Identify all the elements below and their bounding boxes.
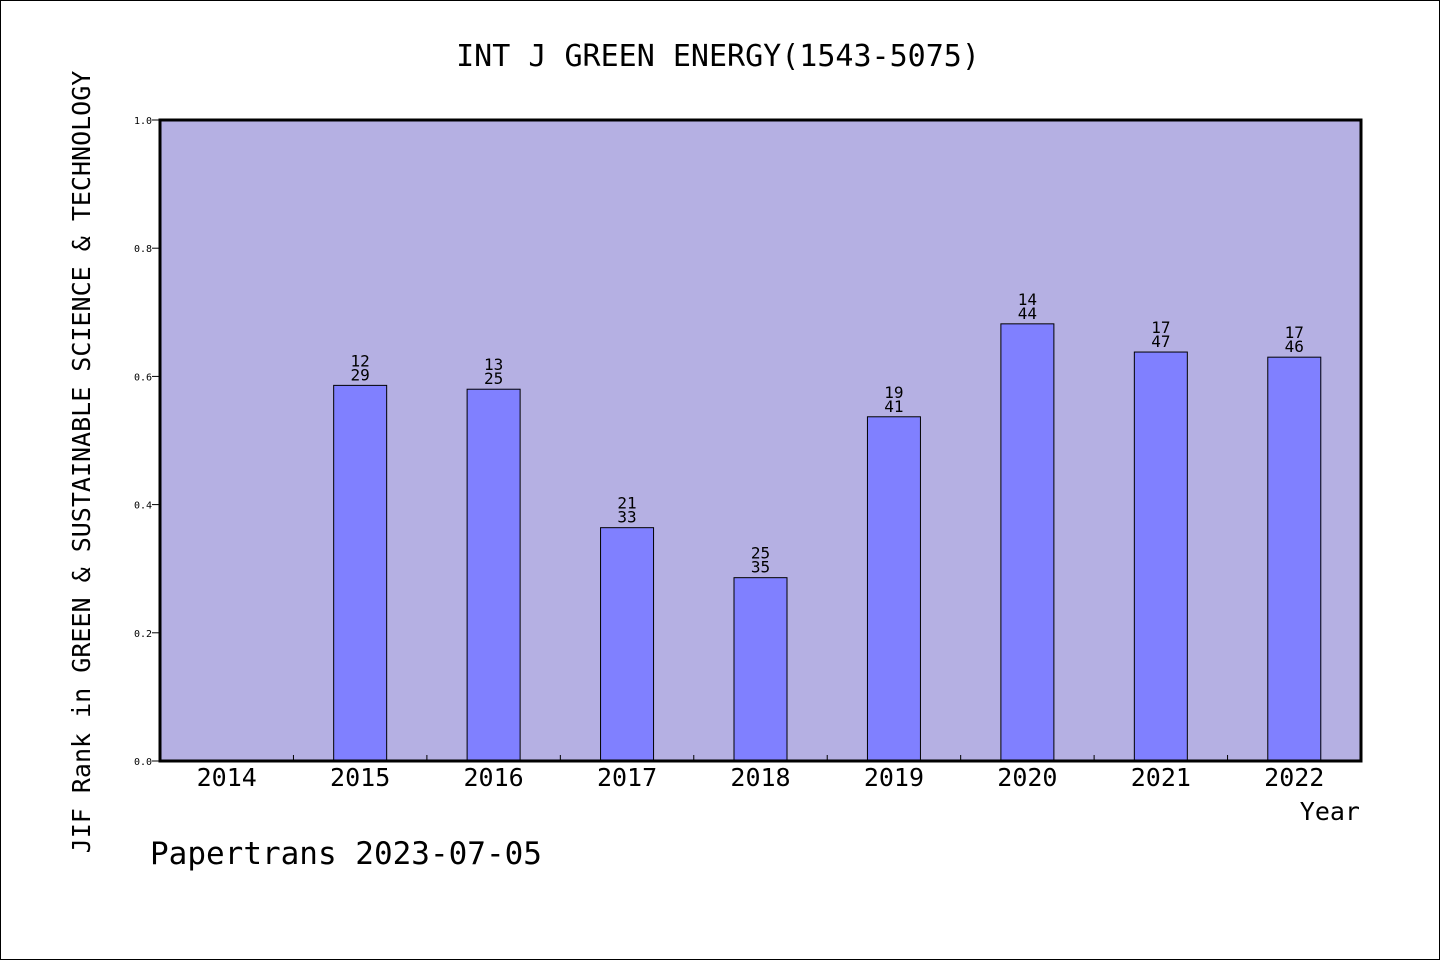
bar-rank-label: 13 xyxy=(484,355,503,374)
y-tick-label: 0.8 xyxy=(134,244,152,255)
bar-total-label: 41 xyxy=(884,397,903,416)
bar-2021 xyxy=(1133,351,1188,762)
bar-total-label: 25 xyxy=(484,369,503,388)
bar-total-label: 44 xyxy=(1018,304,1037,323)
bar-rank-label: 12 xyxy=(351,351,370,370)
bar-2022 xyxy=(1267,356,1322,762)
y-tick-label: 0.0 xyxy=(134,757,152,768)
bar-total-label: 47 xyxy=(1151,332,1170,351)
y-axis-label: JIF Rank in GREEN & SUSTAINABLE SCIENCE … xyxy=(67,71,96,854)
x-tick-label: 2014 xyxy=(197,763,257,792)
bar-2015 xyxy=(333,384,388,762)
x-tick-label: 2022 xyxy=(1264,763,1324,792)
x-tick-label: 2020 xyxy=(997,763,1057,792)
bar-2017 xyxy=(600,527,655,762)
y-tick-label: 0.2 xyxy=(134,629,152,640)
x-axis-label: Year xyxy=(1300,797,1360,826)
bar-total-label: 46 xyxy=(1285,337,1304,356)
bar-total-label: 29 xyxy=(351,365,370,384)
y-axis-ticks: 0.0 0.2 0.4 0.6 0.8 1.0 xyxy=(134,116,160,768)
x-tick-label: 2015 xyxy=(330,763,390,792)
bar-rank-label: 14 xyxy=(1018,290,1037,309)
bar-rank-label: 19 xyxy=(884,383,903,402)
bar-total-label: 35 xyxy=(751,558,770,577)
plot-border xyxy=(158,118,1363,763)
x-tick-label: 2019 xyxy=(864,763,924,792)
y-tick-label: 0.6 xyxy=(134,372,152,383)
bar-total-label: 33 xyxy=(617,508,636,527)
bar-2019 xyxy=(866,416,921,762)
bar-rank-label: 17 xyxy=(1285,323,1304,342)
bar-2018 xyxy=(733,577,788,762)
bar-rank-label: 25 xyxy=(751,544,770,563)
x-axis-ticks: 2014 2015 2016 2017 2018 2019 2020 2021 2022 xyxy=(197,755,1324,792)
bar-2020 xyxy=(1000,323,1055,762)
bar-2016 xyxy=(466,388,521,762)
bar-rank-label: 17 xyxy=(1151,318,1170,337)
x-tick-label: 2017 xyxy=(597,763,657,792)
y-tick-label: 1.0 xyxy=(134,116,152,127)
y-tick-label: 0.4 xyxy=(134,501,152,512)
x-tick-label: 2018 xyxy=(730,763,790,792)
x-tick-label: 2016 xyxy=(464,763,524,792)
chart-title: INT J GREEN ENERGY(1543-5075) xyxy=(456,39,980,74)
x-tick-label: 2021 xyxy=(1131,763,1191,792)
bar-rank-label: 21 xyxy=(617,494,636,513)
watermark-text: Papertrans 2023-07-05 xyxy=(150,836,542,872)
